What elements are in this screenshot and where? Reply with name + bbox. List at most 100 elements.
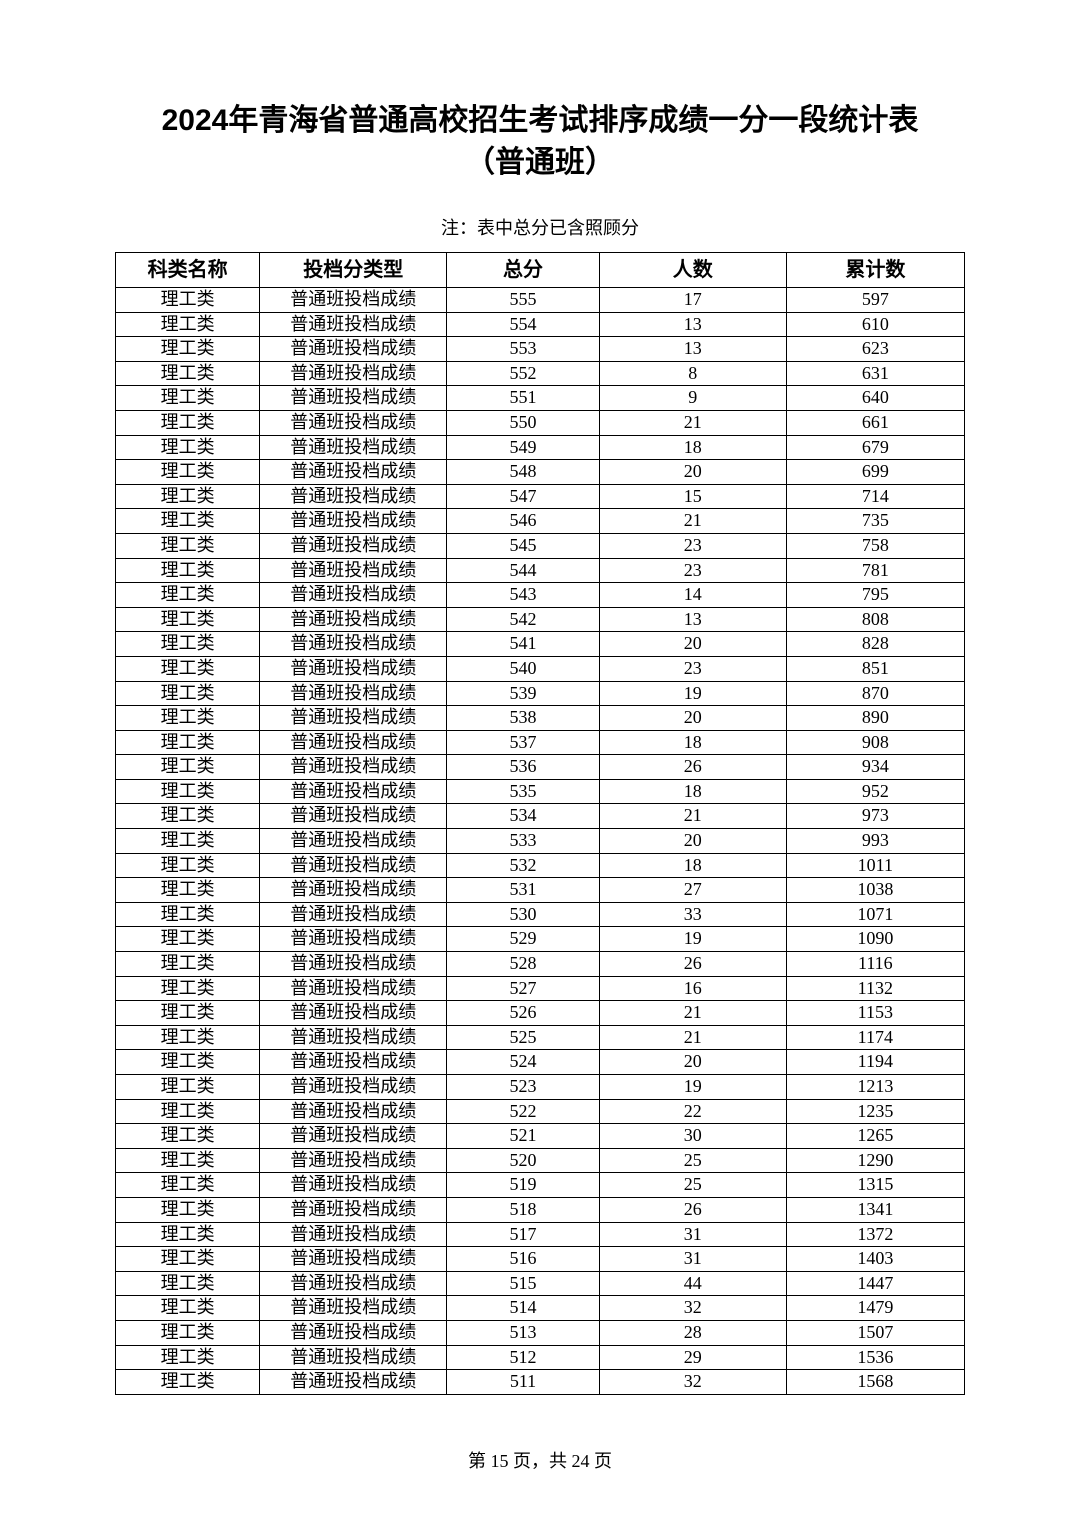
table-cell: 普通班投档成绩 [260, 1247, 447, 1272]
table-cell: 26 [599, 952, 786, 977]
table-cell: 21 [599, 804, 786, 829]
table-cell: 544 [447, 558, 600, 583]
table-cell: 14 [599, 583, 786, 608]
table-row: 理工类普通班投档成绩5528631 [116, 361, 965, 386]
table-row: 理工类普通班投档成绩55021661 [116, 410, 965, 435]
table-cell: 528 [447, 952, 600, 977]
table-cell: 1536 [786, 1345, 964, 1370]
table-header-row: 科类名称 投档分类型 总分 人数 累计数 [116, 253, 965, 288]
table-cell: 521 [447, 1124, 600, 1149]
table-cell: 26 [599, 1197, 786, 1222]
table-cell: 26 [599, 755, 786, 780]
table-cell: 普通班投档成绩 [260, 1271, 447, 1296]
table-cell: 511 [447, 1370, 600, 1395]
table-cell: 理工类 [116, 1075, 260, 1100]
table-cell: 549 [447, 435, 600, 460]
table-cell: 1071 [786, 902, 964, 927]
table-cell: 679 [786, 435, 964, 460]
table-cell: 理工类 [116, 681, 260, 706]
table-cell: 19 [599, 927, 786, 952]
table-cell: 1568 [786, 1370, 964, 1395]
table-cell: 普通班投档成绩 [260, 1075, 447, 1100]
table-cell: 851 [786, 656, 964, 681]
table-cell: 普通班投档成绩 [260, 755, 447, 780]
table-cell: 普通班投档成绩 [260, 607, 447, 632]
table-cell: 普通班投档成绩 [260, 1197, 447, 1222]
table-cell: 普通班投档成绩 [260, 681, 447, 706]
table-cell: 527 [447, 976, 600, 1001]
table-cell: 1265 [786, 1124, 964, 1149]
table-cell: 908 [786, 730, 964, 755]
table-cell: 普通班投档成绩 [260, 386, 447, 411]
table-cell: 519 [447, 1173, 600, 1198]
table-row: 理工类普通班投档成绩55313623 [116, 337, 965, 362]
table-row: 理工类普通班投档成绩53820890 [116, 706, 965, 731]
table-cell: 理工类 [116, 853, 260, 878]
table-cell: 理工类 [116, 410, 260, 435]
table-cell: 512 [447, 1345, 600, 1370]
table-row: 理工类普通班投档成绩526211153 [116, 1001, 965, 1026]
table-row: 理工类普通班投档成绩54423781 [116, 558, 965, 583]
col-header-type: 投档分类型 [260, 253, 447, 288]
page-title: 2024年青海省普通高校招生考试排序成绩一分一段统计表 （普通班） [115, 100, 965, 184]
table-cell: 538 [447, 706, 600, 731]
title-line-2: （普通班） [465, 146, 615, 179]
table-cell: 699 [786, 460, 964, 485]
table-cell: 理工类 [116, 1050, 260, 1075]
table-cell: 理工类 [116, 1173, 260, 1198]
table-cell: 理工类 [116, 779, 260, 804]
table-cell: 23 [599, 533, 786, 558]
table-cell: 理工类 [116, 583, 260, 608]
table-cell: 普通班投档成绩 [260, 878, 447, 903]
table-row: 理工类普通班投档成绩514321479 [116, 1296, 965, 1321]
table-cell: 普通班投档成绩 [260, 337, 447, 362]
table-cell: 870 [786, 681, 964, 706]
table-cell: 23 [599, 558, 786, 583]
table-cell: 1011 [786, 853, 964, 878]
table-cell: 21 [599, 509, 786, 534]
table-cell: 1235 [786, 1099, 964, 1124]
col-header-category: 科类名称 [116, 253, 260, 288]
table-cell: 526 [447, 1001, 600, 1026]
table-cell: 理工类 [116, 509, 260, 534]
table-cell: 551 [447, 386, 600, 411]
table-cell: 513 [447, 1320, 600, 1345]
table-cell: 545 [447, 533, 600, 558]
note-text: 注：表中总分已含照顾分 [115, 214, 965, 240]
table-cell: 理工类 [116, 435, 260, 460]
table-cell: 理工类 [116, 656, 260, 681]
table-cell: 808 [786, 607, 964, 632]
table-body: 理工类普通班投档成绩55517597理工类普通班投档成绩55413610理工类普… [116, 288, 965, 1395]
table-row: 理工类普通班投档成绩53320993 [116, 829, 965, 854]
table-cell: 1153 [786, 1001, 964, 1026]
table-cell: 普通班投档成绩 [260, 509, 447, 534]
table-cell: 532 [447, 853, 600, 878]
table-cell: 21 [599, 1001, 786, 1026]
table-cell: 20 [599, 706, 786, 731]
table-cell: 理工类 [116, 1124, 260, 1149]
table-cell: 理工类 [116, 952, 260, 977]
table-row: 理工类普通班投档成绩54023851 [116, 656, 965, 681]
table-cell: 1038 [786, 878, 964, 903]
table-cell: 16 [599, 976, 786, 1001]
table-cell: 1116 [786, 952, 964, 977]
table-cell: 理工类 [116, 607, 260, 632]
table-cell: 44 [599, 1271, 786, 1296]
table-cell: 18 [599, 779, 786, 804]
col-header-count: 人数 [599, 253, 786, 288]
table-row: 理工类普通班投档成绩520251290 [116, 1148, 965, 1173]
table-cell: 普通班投档成绩 [260, 410, 447, 435]
table-cell: 理工类 [116, 1271, 260, 1296]
table-cell: 547 [447, 484, 600, 509]
table-cell: 19 [599, 681, 786, 706]
table-row: 理工类普通班投档成绩53421973 [116, 804, 965, 829]
table-cell: 9 [599, 386, 786, 411]
table-cell: 993 [786, 829, 964, 854]
table-cell: 理工类 [116, 755, 260, 780]
table-row: 理工类普通班投档成绩54213808 [116, 607, 965, 632]
col-header-cumulative: 累计数 [786, 253, 964, 288]
table-cell: 546 [447, 509, 600, 534]
table-cell: 21 [599, 1025, 786, 1050]
table-cell: 理工类 [116, 1296, 260, 1321]
table-row: 理工类普通班投档成绩54820699 [116, 460, 965, 485]
